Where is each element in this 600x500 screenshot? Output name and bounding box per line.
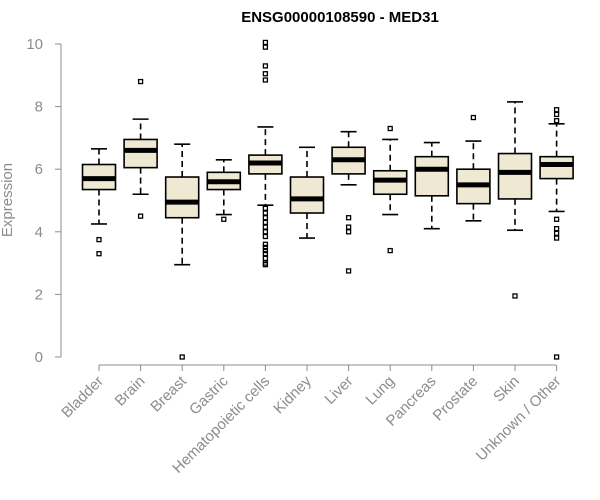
- box-group: [81, 148, 117, 257]
- outlier-point: [553, 111, 560, 118]
- x-tick-label: Skin: [490, 373, 523, 406]
- box-group: [123, 78, 158, 219]
- outlier-point: [262, 63, 269, 69]
- x-tick-label: Brain: [112, 373, 149, 410]
- y-tick-label: 4: [35, 224, 43, 241]
- outlier-point: [262, 215, 269, 221]
- box-group: [164, 143, 200, 360]
- outlier-point: [262, 205, 269, 211]
- box-iqr: [414, 155, 450, 197]
- outlier-point: [262, 224, 269, 230]
- box-group: [372, 125, 408, 254]
- outlier-point: [553, 118, 560, 124]
- box-group: [414, 141, 450, 230]
- box-group: [456, 114, 491, 222]
- outlier-point: [553, 354, 560, 360]
- outlier-point: [262, 233, 269, 240]
- y-tick-label: 2: [35, 286, 43, 303]
- outlier-point: [262, 210, 269, 216]
- box-group: [497, 101, 533, 299]
- outlier-point: [553, 107, 560, 113]
- outlier-point: [470, 114, 477, 121]
- outlier-point: [179, 354, 185, 360]
- box-iqr: [164, 176, 200, 219]
- x-tick-label: Bladder: [58, 373, 107, 422]
- chart-title: ENSG00000108590 - MED31: [241, 9, 439, 26]
- box-iqr: [497, 152, 533, 200]
- outlier-point: [553, 235, 560, 241]
- x-tick-label: Kidney: [270, 372, 315, 417]
- y-tick-label: 10: [26, 36, 43, 53]
- outlier-point: [387, 247, 393, 254]
- box-iqr: [539, 155, 574, 180]
- outlier-point: [345, 268, 352, 274]
- outlier-point: [96, 251, 102, 257]
- outlier-point: [345, 224, 352, 230]
- x-tick-label: Liver: [321, 373, 356, 408]
- y-tick-label: 6: [35, 161, 43, 178]
- box-group: [248, 39, 283, 268]
- outlier-point: [262, 241, 269, 247]
- outlier-point: [137, 213, 144, 219]
- outlier-point: [262, 255, 269, 262]
- outlier-point: [221, 216, 227, 222]
- box-iqr: [289, 176, 325, 214]
- outlier-point: [262, 244, 269, 251]
- outlier-point: [345, 215, 352, 221]
- box-group: [331, 130, 366, 274]
- outlier-point: [262, 229, 269, 235]
- box-group: [206, 159, 242, 222]
- outlier-point: [262, 71, 269, 77]
- outlier-point: [553, 226, 560, 232]
- outlier-point: [553, 216, 560, 222]
- y-ticks: 0 2 4 6 8 10: [26, 36, 61, 366]
- x-tick-label: Prostate: [430, 373, 482, 425]
- box-group: [289, 146, 325, 239]
- boxes: [81, 39, 574, 360]
- outlier-point: [345, 229, 352, 235]
- outlier-point: [553, 230, 560, 237]
- outlier-point: [262, 262, 269, 268]
- x-tick-label: Lung: [362, 373, 398, 409]
- outlier-point: [387, 125, 393, 132]
- outlier-point: [512, 293, 518, 299]
- x-ticks: [98, 365, 558, 371]
- y-axis-label: Expression: [0, 163, 16, 237]
- y-tick-label: 8: [35, 99, 43, 116]
- outlier-point: [262, 39, 269, 46]
- outlier-point: [96, 236, 102, 243]
- box-group: [539, 107, 574, 360]
- outlier-point: [262, 247, 269, 254]
- y-tick-label: 0: [35, 349, 43, 366]
- outlier-point: [262, 44, 269, 50]
- box-iqr: [123, 138, 158, 169]
- outlier-point: [137, 78, 144, 85]
- outlier-point: [262, 77, 269, 83]
- outlier-point: [262, 219, 269, 226]
- x-tick-label: Breast: [147, 372, 190, 415]
- outlier-point: [262, 251, 269, 257]
